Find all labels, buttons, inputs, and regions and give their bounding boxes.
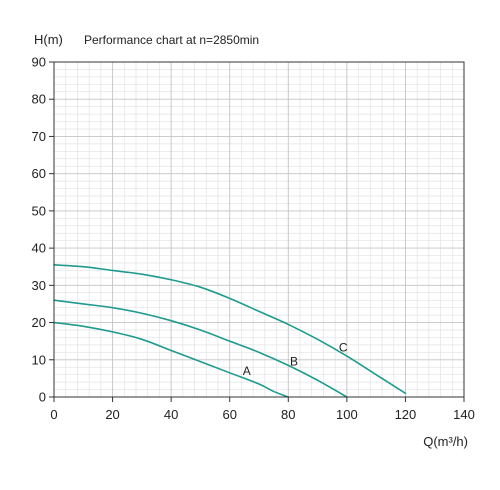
y-tick-label: 10 — [32, 352, 46, 367]
y-tick-label: 90 — [32, 55, 46, 70]
curve-a — [53, 321, 290, 398]
chart-title: Performance chart at n=2850min — [84, 33, 259, 47]
plot-frame — [53, 61, 465, 398]
x-tick-label: 0 — [50, 407, 57, 422]
y-tick-label: 40 — [32, 241, 46, 256]
x-tick-label: 140 — [453, 407, 475, 422]
y-axis-title: H(m) — [34, 32, 63, 47]
x-tick-label: 40 — [164, 407, 178, 422]
y-tick-label: 70 — [32, 129, 46, 144]
x-axis-title: Q(m³/h) — [423, 434, 468, 449]
x-tick-label: 100 — [336, 407, 358, 422]
x-tick-label: 20 — [105, 407, 119, 422]
curve-c — [53, 264, 407, 395]
y-tick-label: 80 — [32, 92, 46, 107]
y-tick-label: 50 — [32, 203, 46, 218]
y-tick-label: 30 — [32, 278, 46, 293]
x-tick-label: 120 — [395, 407, 417, 422]
y-tick-label: 20 — [32, 315, 46, 330]
axes: 0 10 20 30 40 50 60 70 80 90 0 20 40 60 80 100 120 140 — [32, 55, 475, 423]
x-tick-label: 80 — [281, 407, 295, 422]
curve-label-a: A — [243, 364, 251, 378]
curve-label-b: B — [290, 354, 298, 368]
grid — [53, 61, 465, 398]
y-tick-label: 60 — [32, 166, 46, 181]
curve-b — [53, 299, 348, 398]
curve-label-c: C — [339, 341, 348, 355]
labels: H(m) Performance chart at n=2850min Q(m³… — [34, 32, 468, 449]
curves — [53, 264, 407, 398]
x-tick-label: 60 — [222, 407, 236, 422]
y-tick-label: 0 — [39, 390, 46, 405]
